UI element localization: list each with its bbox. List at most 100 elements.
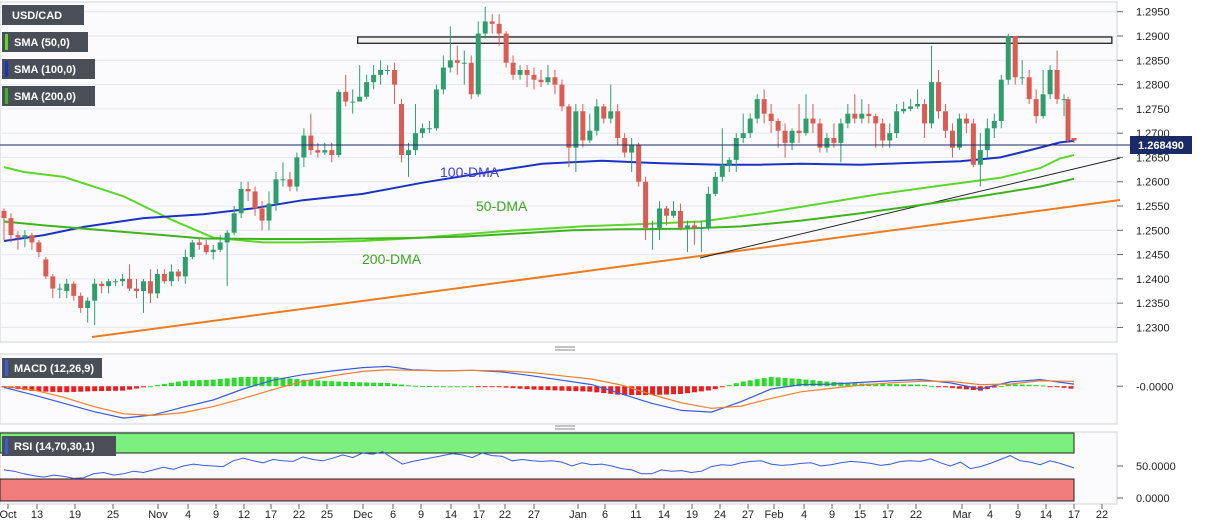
macd-hist-bar [371,382,377,387]
macd-hist-bar [629,386,635,396]
candle-body [768,113,774,121]
candle-body [1005,36,1011,80]
x-tick-label: 22 [910,509,922,521]
candle-body [217,242,223,250]
price-tick-label: 1.2600 [1136,177,1170,189]
candle-body [85,300,91,308]
macd-hist-bar [657,386,663,395]
legend-sma50[interactable]: SMA (50,0) [2,32,88,52]
candle-body [615,111,621,138]
macd-hist-bar [845,382,851,387]
candle-body [803,118,809,134]
candle-body [238,189,244,214]
macd-line-0 [3,365,1075,419]
macd-hist-bar [182,380,188,387]
last-price-text: 1.268490 [1138,140,1184,152]
panel-splitter-1[interactable] [555,346,575,351]
candle-body [684,225,690,228]
rsi-layer: 50.0000 0.0000 [3,451,1176,505]
price-tick-label: 1.2650 [1136,152,1170,164]
macd-hist-bar [489,386,495,388]
macd-hist-bar [775,377,781,387]
candle-body [936,82,942,112]
legend-sma200[interactable]: SMA (200,0) [2,86,95,106]
candle-body [315,150,321,153]
candle-body [147,281,153,294]
resistance-zone [357,36,1113,44]
macd-hist-bar [482,386,488,388]
candle-body [120,278,126,282]
x-tick-label: 17 [1068,509,1080,521]
price-tick-label: 1.2750 [1136,104,1170,116]
black-support-line [699,157,1121,259]
macd-hist-bar [691,386,697,393]
candle-body [489,21,495,24]
candle-body [308,135,314,151]
macd-hist-bar [301,379,307,387]
candle-body [266,203,272,221]
macd-hist-bar [503,386,509,388]
candle-body [447,60,453,68]
x-tick-label: 22 [293,509,305,521]
price-tick-label: 1.2900 [1136,31,1170,43]
macd-hist-bar [140,386,146,388]
legend-rsi[interactable]: RSI (14,70,30,1) [2,436,116,456]
candle-body [140,281,146,291]
macd-hist-bar [134,386,140,389]
candle-body [538,79,544,83]
macd-hist-bar [440,386,446,388]
macd-hist-bar [677,386,683,394]
macd-hist-bar [120,386,126,391]
candle-body [545,77,551,83]
macd-hist-bar [315,380,321,387]
candle-body [1061,99,1067,101]
x-tick-label: 9 [829,509,835,521]
price-panel [0,1,1118,343]
candle-body [1,210,7,219]
candle-body [301,135,307,158]
legend-title[interactable]: USD/CAD [2,5,84,25]
rsi-line [3,451,1075,479]
candle-body [1012,36,1018,78]
x-tick-label: 24 [714,509,726,521]
candle-body [496,23,502,34]
candle-body [364,82,370,97]
macd-hist-bar [922,385,928,387]
macd-hist-bar [1033,385,1039,387]
x-tick-label: 9 [213,509,219,521]
candle-body [29,235,35,243]
macd-hist-bar [1054,386,1060,388]
candle-body [817,123,823,148]
candle-body [963,118,969,124]
candle-body [196,242,202,245]
macd-hist-bar [343,381,349,387]
legend-sma100[interactable]: SMA (100,0) [2,59,95,79]
macd-hist-bar [754,379,760,387]
candle-body [252,191,258,209]
macd-hist-bar [782,377,788,387]
macd-hist-bar [154,385,160,387]
candle-body [468,62,474,95]
x-tick-label: 6 [390,509,396,521]
macd-hist-bar [887,384,893,387]
macd-hist-bar [894,384,900,387]
macd-hist-bar [684,386,690,394]
candle-body [329,150,335,155]
x-tick-label: 9 [1015,509,1021,521]
macd-hist-bar [364,382,370,387]
panel-splitter-2[interactable] [555,425,575,430]
x-tick-label: 4 [185,509,191,521]
candle-body [594,106,600,131]
candle-body [733,138,739,160]
macd-hist-bar [594,386,600,393]
macd-hist-bar [747,380,753,387]
legend-macd[interactable]: MACD (12,26,9) [2,358,102,378]
macd-hist-bar [991,386,997,388]
candle-body [15,235,21,238]
macd-hist-bar [36,386,42,392]
candle-body [559,84,565,107]
candles [1,6,1077,325]
rsi-oversold-band [0,478,1075,502]
candle-body [412,133,418,151]
macd-hist-bar [468,386,474,388]
